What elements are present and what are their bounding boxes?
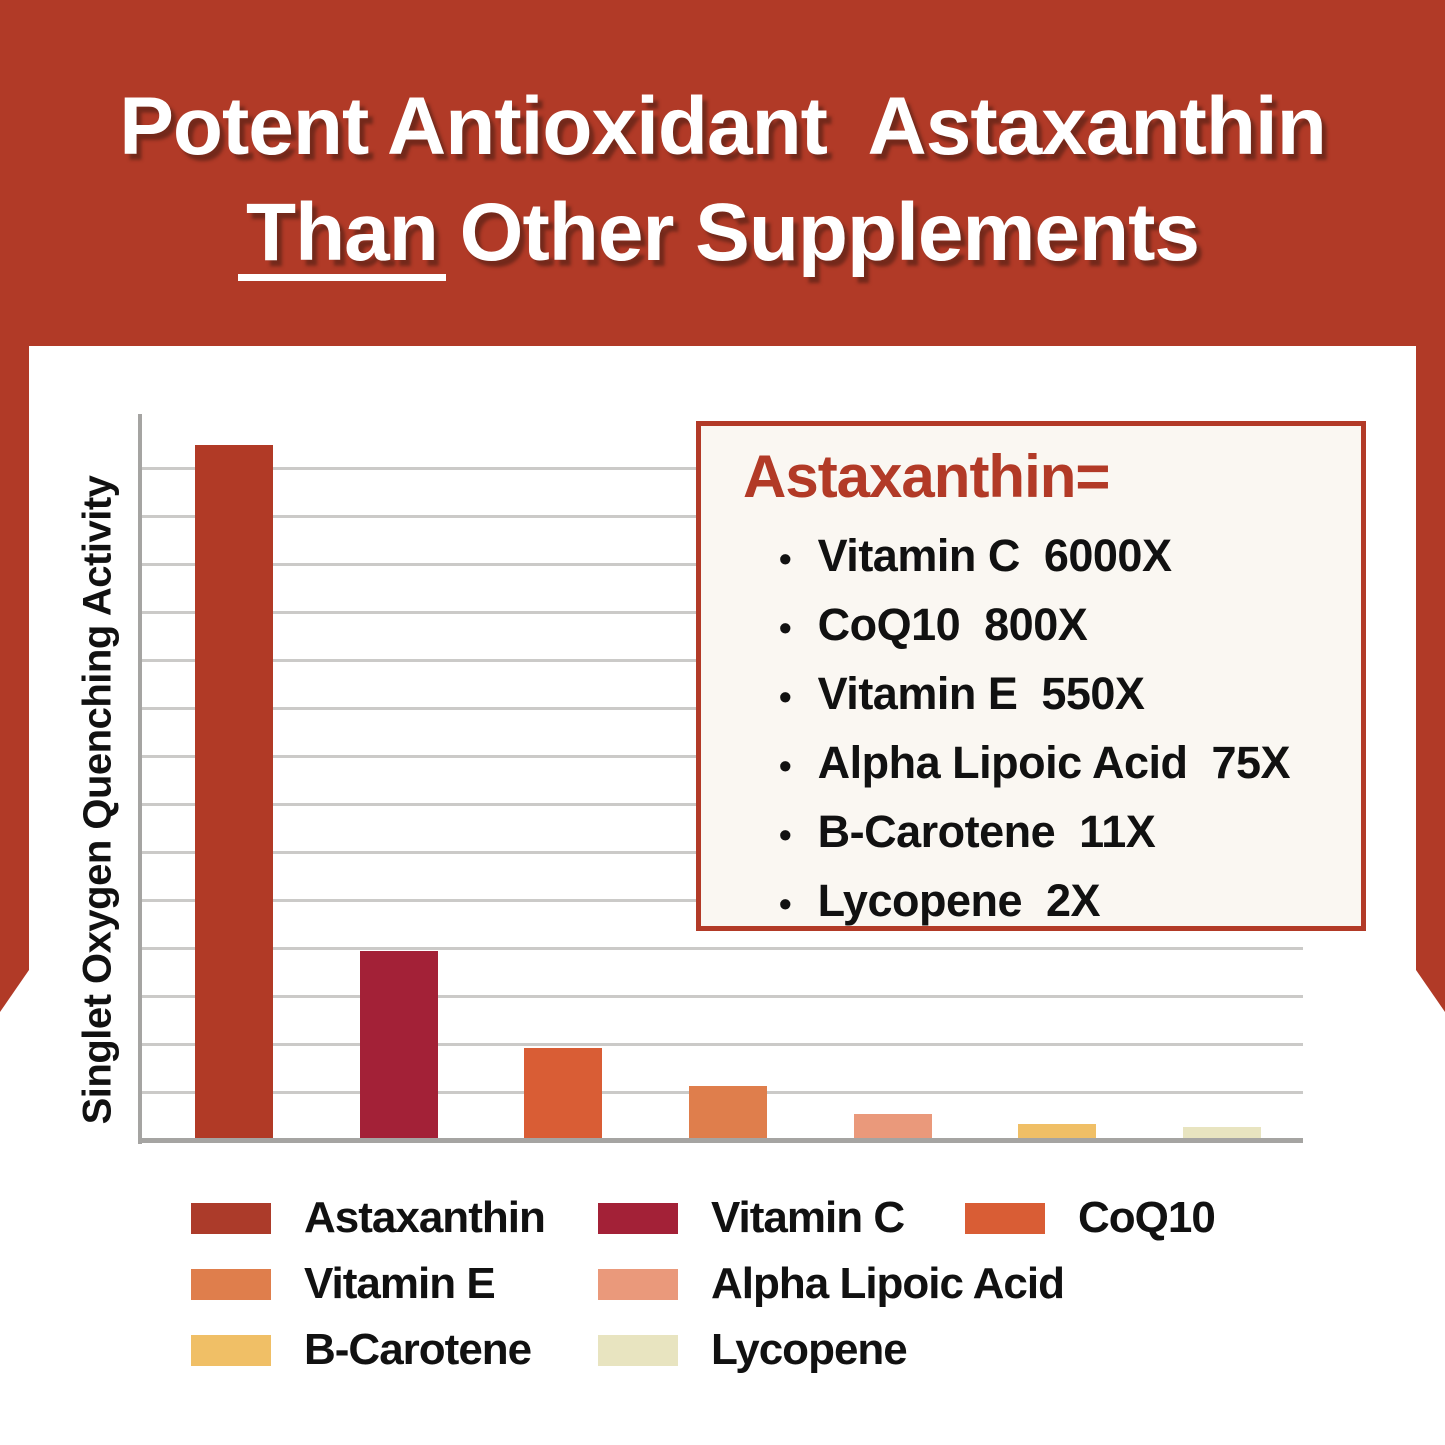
legend-swatch	[598, 1334, 678, 1366]
legend-swatch	[598, 1202, 678, 1234]
legend-label: Lycopene	[711, 1325, 908, 1374]
ribbon-right	[1416, 346, 1445, 1012]
info-item-text: Lycopene 2X	[817, 875, 1101, 926]
header-line2-rest: Other Supplements	[437, 187, 1200, 278]
info-box-item: • Vitamin C 6000X	[779, 532, 1337, 582]
legend-label: CoQ10	[1078, 1193, 1216, 1242]
gridline	[142, 1043, 1303, 1046]
bullet-icon: •	[779, 676, 792, 717]
info-box-item: • Alpha Lipoic Acid 75X	[779, 739, 1337, 789]
bar-lycopene	[1183, 1127, 1261, 1138]
legend-item-alpha-lipoic-acid: Alpha Lipoic Acid	[598, 1262, 1065, 1306]
bullet-icon: •	[779, 607, 792, 648]
bullet-icon: •	[779, 745, 792, 786]
gridline	[142, 947, 1303, 950]
info-item-text: Vitamin E 550X	[817, 668, 1145, 719]
legend-swatch	[965, 1202, 1045, 1234]
info-box-item: • CoQ10 800X	[779, 601, 1337, 651]
legend-swatch	[191, 1268, 271, 1300]
info-item-text: Vitamin C 6000X	[817, 530, 1172, 581]
legend-item-coq10: CoQ10	[965, 1196, 1341, 1240]
legend-label: B-Carotene	[304, 1325, 532, 1374]
info-item-text: CoQ10 800X	[817, 599, 1088, 650]
bar-vitamin-e	[689, 1086, 767, 1138]
bar-coq10	[524, 1048, 602, 1138]
info-box: Astaxanthin= • Vitamin C 6000X • CoQ10 800X…	[696, 421, 1366, 931]
legend-label: Astaxanthin	[304, 1193, 546, 1242]
info-item-text: Alpha Lipoic Acid 75X	[817, 737, 1291, 788]
legend-label: Vitamin C	[711, 1193, 905, 1242]
header-title-line1: Potent Antioxidant Astaxanthin	[119, 81, 1327, 172]
header-banner	[0, 0, 1445, 346]
legend-swatch	[191, 1202, 271, 1234]
gridline	[142, 995, 1303, 998]
x-axis-line	[138, 1138, 1303, 1143]
chart-legend: Astaxanthin Vitamin C CoQ10 Vitamin E Alpha …	[191, 1196, 1341, 1372]
y-axis-line	[138, 414, 142, 1144]
bullet-icon: •	[779, 883, 792, 924]
header-underlined-word: Than	[238, 192, 446, 281]
legend-label: Alpha Lipoic Acid	[711, 1259, 1065, 1308]
info-item-text: B-Carotene 11X	[817, 806, 1156, 857]
info-box-item: • B-Carotene 11X	[779, 808, 1337, 858]
header-title-line2: Than Other Supplements	[0, 192, 1445, 281]
legend-item-lycopene: Lycopene	[598, 1328, 965, 1372]
bar-b-carotene	[1018, 1124, 1096, 1138]
legend-label: Vitamin E	[304, 1259, 496, 1308]
bar-astaxanthin	[195, 445, 273, 1138]
legend-item-b-carotene: B-Carotene	[191, 1328, 598, 1372]
info-box-item: • Vitamin E 550X	[779, 670, 1337, 720]
legend-swatch	[598, 1268, 678, 1300]
legend-item-vitamin-e: Vitamin E	[191, 1262, 598, 1306]
info-box-title: Astaxanthin=	[743, 443, 1110, 510]
bar-alpha-lipoic-acid	[854, 1114, 932, 1138]
bullet-icon: •	[779, 814, 792, 855]
bar-vitamin-c	[360, 951, 438, 1138]
plot-area	[138, 414, 1303, 1144]
legend-item-vitamin-c: Vitamin C	[598, 1196, 965, 1240]
legend-item-astaxanthin: Astaxanthin	[191, 1196, 598, 1240]
info-box-list: • Vitamin C 6000X • CoQ10 800X • Vitamin E 55…	[743, 532, 1337, 927]
bullet-icon: •	[779, 538, 792, 579]
legend-swatch	[191, 1334, 271, 1366]
info-box-item: • Lycopene 2X	[779, 877, 1337, 927]
y-axis-label: Singlet Oxygen Quenching Activity	[75, 475, 120, 1125]
ribbon-left	[0, 346, 29, 1012]
